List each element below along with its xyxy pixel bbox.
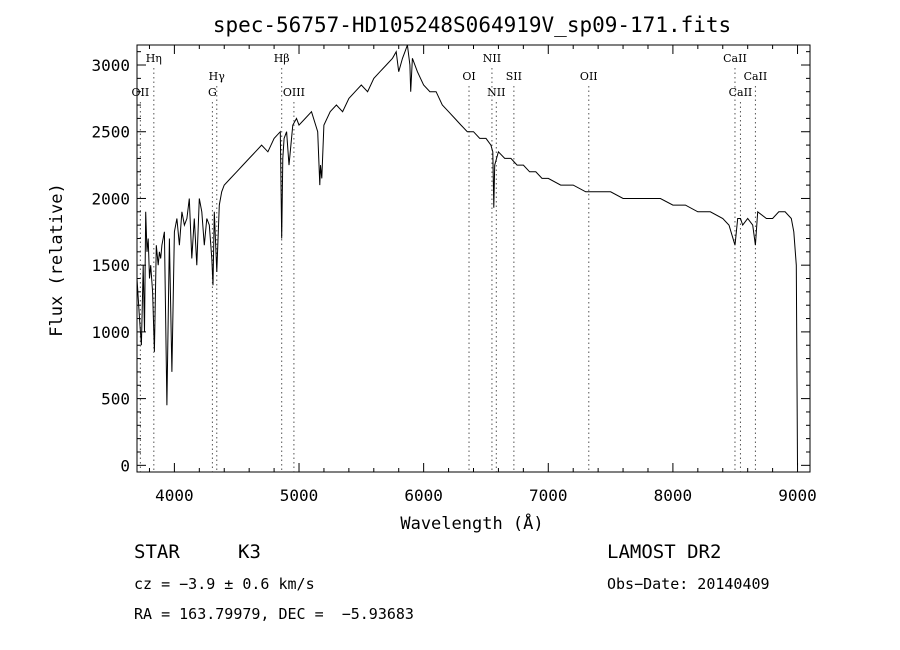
line-markers: Hη OII Hγ G Hβ OIII NII OI NII OII SII CaII CaII CaII bbox=[132, 52, 768, 472]
y-tick-label: 500 bbox=[101, 390, 130, 409]
line-marker-label: CaII bbox=[744, 70, 768, 83]
y-tick-label: 1500 bbox=[91, 256, 130, 275]
survey-name: LAMOST DR2 bbox=[607, 541, 722, 563]
object-subclass: K3 bbox=[238, 541, 261, 563]
y-tick-label: 2500 bbox=[91, 123, 130, 142]
x-tick-label: 9000 bbox=[778, 486, 817, 505]
x-tick-label: 8000 bbox=[654, 486, 693, 505]
observation-date: Obs−Date: 20140409 bbox=[607, 575, 770, 593]
line-marker-label: CaII bbox=[723, 52, 747, 65]
line-marker-label: G bbox=[208, 86, 217, 99]
line-marker-label: NII bbox=[483, 52, 501, 65]
line-marker-label: OIII bbox=[283, 86, 305, 99]
x-tick-label: 7000 bbox=[529, 486, 568, 505]
x-tick-label: 5000 bbox=[280, 486, 319, 505]
line-marker-label: OI bbox=[462, 70, 475, 83]
x-axis-label: Wavelength (Å) bbox=[400, 512, 543, 534]
y-tick-label: 0 bbox=[120, 456, 130, 475]
redshift-value: cz = −3.9 ± 0.6 km/s bbox=[134, 575, 315, 593]
x-tick-label: 6000 bbox=[404, 486, 443, 505]
x-tick-label: 4000 bbox=[155, 486, 194, 505]
y-tick-label: 2000 bbox=[91, 189, 130, 208]
coordinates: RA = 163.79979, DEC = −5.93683 bbox=[134, 605, 414, 623]
line-marker-label: NII bbox=[487, 86, 505, 99]
spectrum-line bbox=[136, 44, 798, 466]
y-tick-label: 3000 bbox=[91, 56, 130, 75]
y-tick-label: 1000 bbox=[91, 323, 130, 342]
object-class: STAR bbox=[134, 541, 180, 563]
axis-ticks: 4000 5000 6000 7000 8000 9000 0 500 1000 1500 2000… bbox=[91, 45, 817, 505]
plot-frame bbox=[136, 44, 811, 473]
line-marker-label: CaII bbox=[729, 86, 753, 99]
line-marker-label: SII bbox=[506, 70, 522, 83]
chart-title: spec-56757-HD105248S064919V_sp09-171.fit… bbox=[213, 13, 731, 37]
line-marker-label: Hη bbox=[146, 52, 162, 65]
line-marker-label: OII bbox=[580, 70, 598, 83]
line-marker-label: OII bbox=[132, 86, 150, 99]
line-marker-label: Hβ bbox=[274, 52, 290, 65]
line-marker-label: Hγ bbox=[209, 70, 226, 83]
y-axis-label: Flux (relative) bbox=[47, 183, 67, 337]
